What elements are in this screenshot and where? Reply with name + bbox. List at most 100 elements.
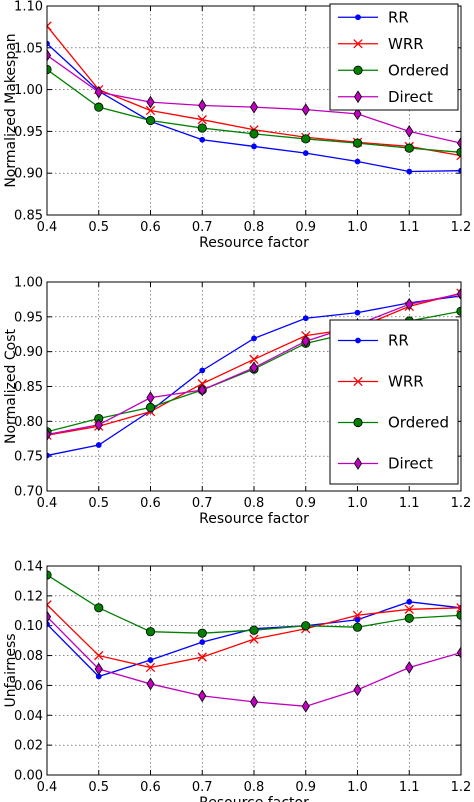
- chart-3-point-direct: [405, 661, 414, 674]
- chart-2-point-rr: [354, 309, 361, 316]
- chart-3-point-rr: [199, 639, 206, 646]
- chart-1-x-tick-label: 1.1: [399, 220, 420, 235]
- chart-3-point-direct: [249, 695, 259, 709]
- chart-3-x-tick-label: 0.7: [192, 780, 213, 795]
- chart-1-plot-area: [47, 21, 461, 175]
- chart-3-point-direct: [94, 662, 103, 676]
- chart-3-point-wrr: [94, 650, 104, 661]
- chart-2-x-tick-label: 0.5: [88, 496, 109, 511]
- chart-3-point-wrr-stroke-b: [352, 610, 363, 620]
- chart-3-x-tick-label: 0.4: [37, 780, 58, 795]
- chart-1-legend: RR WRR Ordered Direct: [329, 3, 459, 111]
- chart-3-x-tick-label: 0.5: [88, 780, 109, 795]
- chart-3-point-direct: [456, 646, 461, 659]
- chart-1-point-rr: [47, 40, 50, 47]
- chart-2-legend-label: Direct: [388, 455, 433, 473]
- chart-3-point-wrr-stroke-b: [456, 606, 461, 613]
- chart-2-y-tick-label: 0.70: [14, 485, 43, 500]
- chart-3-y-tick-label: 0.12: [14, 589, 43, 604]
- chart-1-legend-item-wrr: WRR: [338, 35, 424, 53]
- chart-2-y-tick-label: 0.80: [14, 415, 43, 430]
- chart-1-legend-item-rr: RR: [338, 8, 409, 26]
- chart-3-point-ordered: [352, 622, 363, 632]
- chart-1-legend-item-ordered: Ordered: [338, 61, 449, 79]
- chart-3-point-wrr-stroke-a: [47, 603, 52, 610]
- chart-2-x-tick-label: 0.8: [244, 496, 265, 511]
- chart-3-point-rr: [47, 621, 50, 628]
- chart-1-point-wrr-stroke-b: [456, 154, 461, 161]
- chart-2-legend-item-rr: RR: [338, 332, 409, 350]
- chart-3-series-wrr: [47, 600, 461, 673]
- chart-3-x-tick-label: 1.1: [399, 780, 420, 795]
- chart-2-y-tick-label: 1.00: [14, 276, 43, 291]
- chart-1-point-direct: [456, 136, 461, 150]
- chart-3-x-tick-label: 0.9: [295, 780, 316, 795]
- chart-1-y-tick-label: 0.95: [14, 125, 43, 140]
- chart-2-point-wrr: [456, 288, 461, 298]
- chart-3-point-ordered: [94, 603, 104, 613]
- chart-2-point-wrr: [249, 354, 259, 364]
- chart-2-legend-marker: [353, 457, 363, 470]
- chart-2-point-ordered: [145, 402, 156, 412]
- chart-2-legend: RR WRR Ordered Direct: [329, 319, 459, 485]
- chart-2-point-direct: [405, 297, 414, 311]
- chart-2-point-wrr-stroke-a: [456, 288, 461, 295]
- chart-1-x-tick-label: 0.9: [295, 220, 316, 235]
- chart-3-point-direct: [301, 699, 310, 713]
- chart-2-y-tick-label: 0.90: [14, 345, 43, 360]
- chart-2-point-direct: [146, 391, 155, 404]
- chart-3-x-axis-title: Resource factor: [199, 795, 309, 802]
- chart-3-series-line-ordered: [47, 574, 461, 634]
- chart-3-y-tick-label: 0.06: [14, 679, 43, 694]
- chart-3-point-wrr: [456, 603, 461, 613]
- chart-2-x-tick-label: 0.7: [192, 496, 213, 511]
- chart-3-point-wrr-stroke-b: [145, 662, 156, 673]
- chart-2-point-rr: [95, 442, 102, 448]
- chart-2-point-direct: [301, 334, 310, 348]
- chart-3-y-tick-label: 0.14: [14, 560, 43, 575]
- chart-3-x-tick-label: 1.0: [347, 780, 368, 795]
- chart-1-point-ordered: [352, 138, 363, 148]
- chart-2-point-direct: [94, 418, 103, 432]
- chart-2-x-tick-label: 0.4: [37, 496, 58, 511]
- chart-2-legend-box: [329, 319, 459, 485]
- chart-3-point-direct: [198, 689, 207, 703]
- chart-1-x-tick-label: 0.7: [192, 220, 213, 235]
- chart-1-legend-label: Direct: [388, 88, 433, 106]
- chart-2-frame: [46, 281, 462, 492]
- chart-1-point-rr: [302, 150, 309, 157]
- chart-2-point-wrr-stroke-b: [249, 354, 259, 364]
- chart-1-point-wrr: [197, 115, 207, 125]
- chart-2-y-axis-title: Normalized Cost: [3, 329, 19, 444]
- chart-1-x-tick-label: 1.0: [347, 220, 368, 235]
- chart-3-point-wrr: [352, 610, 363, 620]
- chart-3-point-ordered: [197, 628, 207, 638]
- chart-1-series-direct: [47, 48, 461, 150]
- chart-1-legend-label: WRR: [388, 35, 424, 53]
- chart-1-point-direct: [353, 107, 362, 121]
- chart-2-legend-label: RR: [388, 332, 409, 350]
- chart-1-legend-marker: [353, 65, 363, 75]
- chart-1-point-rr: [458, 167, 461, 174]
- chart-1-point-direct: [94, 85, 103, 99]
- chart-3-x-tick-label: 0.8: [244, 780, 265, 795]
- chart-3-plot-area: [47, 570, 461, 713]
- chart-1-point-rr: [354, 158, 361, 165]
- chart-3-point-wrr: [249, 634, 259, 644]
- chart-1-point-rr: [406, 168, 413, 175]
- chart-3-point-direct: [146, 677, 155, 691]
- chart-2-point-direct: [198, 383, 207, 397]
- chart-3-point-wrr-stroke-b: [197, 652, 207, 662]
- chart-1-point-rr: [251, 143, 257, 150]
- chart-3-y-tick-label: 0.00: [14, 769, 43, 784]
- chart-3-point-direct: [47, 610, 52, 624]
- chart-1-y-tick-label: 0.90: [14, 167, 43, 182]
- chart-2-x-tick-label: 1.2: [451, 496, 472, 511]
- chart-2-legend-marker: [353, 376, 363, 387]
- chart-2-legend-label: WRR: [388, 373, 424, 391]
- chart-1-point-ordered: [249, 129, 259, 139]
- chart-2-x-tick-label: 0.6: [140, 496, 161, 511]
- chart-1-legend-marker: [355, 14, 361, 21]
- chart-3-x-tick-label: 1.2: [451, 780, 472, 795]
- chart-3-y-tick-label: 0.10: [14, 619, 43, 634]
